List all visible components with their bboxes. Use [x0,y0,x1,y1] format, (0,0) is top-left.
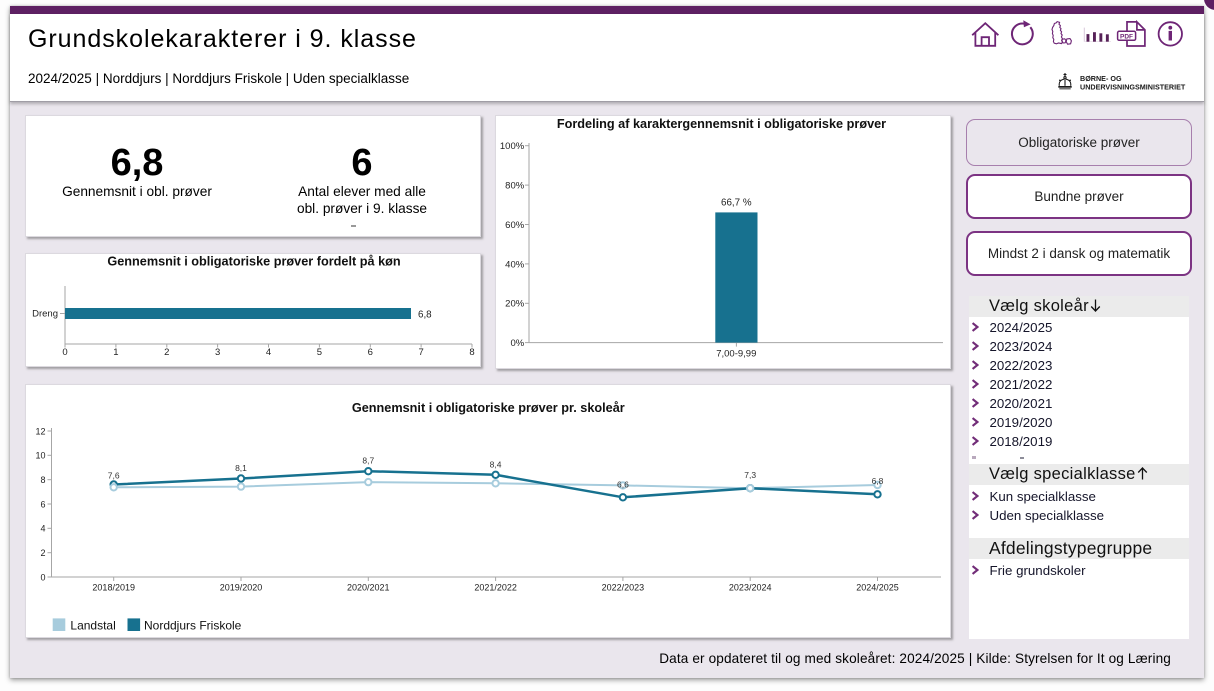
svg-text:1: 1 [113,347,118,358]
svg-text:2: 2 [40,548,45,558]
svg-text:0: 0 [40,572,45,582]
svg-text:20%: 20% [505,299,525,310]
svg-text:2021/2022: 2021/2022 [474,583,517,593]
svg-text:7: 7 [418,347,423,358]
svg-text:6: 6 [368,347,373,358]
svg-text:Landstal: Landstal [70,619,115,633]
svg-text:8: 8 [40,475,45,485]
svg-text:UNDERVISNINGSMINISTERIET: UNDERVISNINGSMINISTERIET [1080,83,1186,92]
svg-text:100%: 100% [500,141,525,152]
svg-text:3: 3 [215,347,220,358]
svg-text:7,00-9,99: 7,00-9,99 [716,349,756,360]
svg-text:7,3: 7,3 [744,470,756,480]
svg-text:BØRNE- OG: BØRNE- OG [1080,74,1122,83]
svg-text:Fordeling af karaktergennemsni: Fordeling af karaktergennemsnit i obliga… [557,117,886,131]
svg-text:2024/2025: 2024/2025 [856,583,899,593]
svg-text:Gennemsnit i obligatoriske prø: Gennemsnit i obligatoriske prøver pr. sk… [352,401,625,415]
svg-text:6,8: 6,8 [418,310,432,321]
svg-text:4: 4 [266,347,271,358]
svg-text:40%: 40% [505,259,525,270]
svg-text:0%: 0% [510,338,524,349]
svg-text:0: 0 [62,347,67,358]
svg-text:66,7 %: 66,7 % [721,198,752,209]
svg-text:6: 6 [40,499,45,509]
svg-text:2023/2024: 2023/2024 [729,583,772,593]
svg-text:Norddjurs Friskole: Norddjurs Friskole [144,619,242,633]
svg-text:60%: 60% [505,220,525,231]
svg-text:4: 4 [40,524,45,534]
svg-text:12: 12 [35,426,45,436]
svg-text:Gennemsnit i obligatoriske prø: Gennemsnit i obligatoriske prøver fordel… [107,255,400,269]
svg-text:6,6: 6,6 [617,479,629,489]
svg-text:2: 2 [164,347,169,358]
svg-text:80%: 80% [505,181,525,192]
svg-text:8: 8 [469,347,474,358]
svg-text:Dreng: Dreng [32,309,58,320]
svg-text:PDF: PDF [1120,33,1133,40]
svg-text:5: 5 [317,347,322,358]
svg-text:2019/2020: 2019/2020 [220,583,263,593]
svg-text:2020/2021: 2020/2021 [347,583,390,593]
svg-text:10: 10 [35,451,45,461]
svg-text:6,8: 6,8 [872,476,884,486]
svg-text:2018/2019: 2018/2019 [92,583,135,593]
svg-text:7,6: 7,6 [108,470,120,480]
svg-text:8,4: 8,4 [490,459,502,469]
svg-text:2022/2023: 2022/2023 [602,583,645,593]
svg-text:8,7: 8,7 [362,456,374,466]
svg-text:8,1: 8,1 [235,463,247,473]
